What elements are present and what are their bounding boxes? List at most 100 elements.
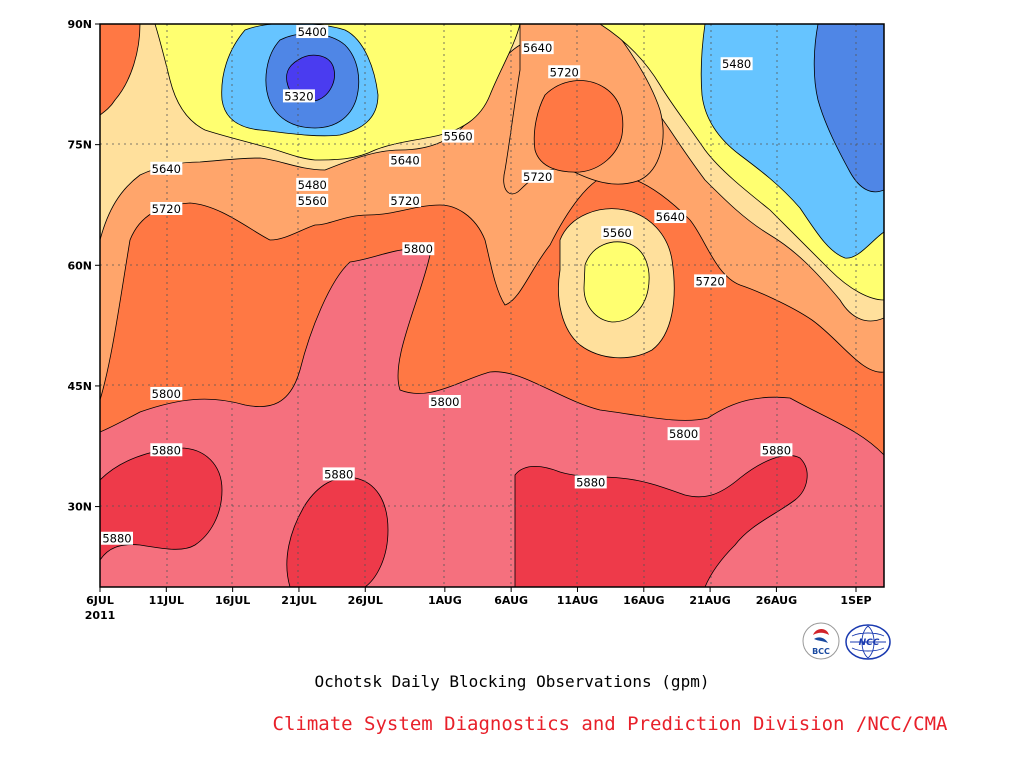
contour-label: 5640 [389,153,422,168]
contour-label: 5560 [601,226,634,240]
contour-label-text: 5880 [762,443,791,457]
contour-label-text: 5560 [443,130,472,144]
contour-label-bg [667,427,700,441]
contour-label-bg [101,531,133,545]
x-tick-label: 21JUL [281,594,316,607]
contour-label-bg [150,161,183,175]
contour-label-bg [521,41,554,55]
contour-label: 5800 [428,395,461,409]
contour-label-bg [428,395,461,409]
contour-label-bg [574,475,607,489]
contour-label: 5880 [760,443,793,457]
y-tick-label: 45N [67,380,92,393]
contour-label-text: 5720 [695,274,724,288]
credit-text: Climate System Diagnostics and Predictio… [272,713,948,735]
chart-title: Ochotsk Daily Blocking Observations (gpm… [314,672,710,691]
contour-label-text: 5720 [550,65,579,79]
fill-5320-5400-right [813,24,884,193]
contour-label: 5880 [574,475,607,489]
x-axis: 6JUL 11JUL 16JUL 21JUL 26JUL 1AUG 6AUG 11AUG 16A… [86,587,872,607]
contour-label: 5640 [150,161,183,176]
contour-label-text: 5560 [298,194,327,208]
fill-above-5880-b [286,477,389,587]
contour-label: 5880 [150,443,183,457]
x-tick-label: 21AUG [689,594,730,607]
y-axis: 90N 75N 60N 45N 30N [67,18,100,514]
x-tick-label: 26JUL [348,594,383,607]
contour-label: 5640 [654,210,687,224]
x-year-label: 2011 [85,609,116,622]
contour-label-bg [282,89,315,103]
contour-label-text: 5800 [430,395,459,409]
contour-label-text: 5880 [324,467,353,481]
contour-label-bg [296,25,329,39]
grid [100,24,884,587]
x-tick-label: 6JUL [86,594,114,607]
contour-label: 5480 [296,177,329,192]
contour-label: 5800 [402,242,435,256]
fill-5720-5800-island [533,80,624,173]
contour-label-bg [654,210,687,224]
x-tick-label: 16JUL [215,594,250,607]
contour-label-text: 5640 [152,162,181,176]
contour-label-text: 5880 [152,443,181,457]
contour-label-bg [150,443,183,457]
fill-5720-corner [100,24,141,116]
contour-label-bg [442,129,475,143]
contour-label-bg [548,65,581,79]
contour-label-bg [760,443,793,457]
contour-label-text: 5480 [722,57,751,71]
contour-label-text: 5400 [298,25,327,39]
contour-label-bg [601,226,634,240]
contour-label-text: 5640 [390,154,419,168]
contour-label: 5880 [322,467,355,481]
contour-label: 5720 [150,201,183,216]
contour-label-text: 5880 [102,532,131,546]
contour-label: 5320 [282,89,315,103]
fill-5480-5560-island [583,241,650,323]
contour-label-text: 5560 [603,226,632,240]
contour-labels: 5400 5320 5480 5560 5640 5720 5640 5720 5560 5800… [101,25,793,546]
contour-label-bg [322,467,355,481]
y-tick-label: 60N [67,259,92,272]
contour-label: 5560 [442,129,475,144]
contour-label-bg [296,177,329,191]
contour-label-text: 5640 [656,210,685,224]
contour-label-bg [296,193,329,207]
contour-label: 5480 [720,57,753,71]
y-tick-label: 30N [67,501,92,514]
x-tick-label: 11AUG [557,594,598,607]
contour-label: 5720 [521,169,554,184]
contour-label: 5800 [150,386,183,401]
contour-label: 5720 [389,193,422,208]
contour-label-text: 5800 [152,387,181,401]
plot-frame [99,23,885,588]
contour-label: 5560 [296,193,329,208]
contour-label-text: 5720 [390,194,419,208]
contour-label: 5720 [548,65,581,79]
contour-label-bg [150,386,183,400]
contour-label-bg [521,169,554,183]
contour-label: 5640 [521,41,554,55]
y-tick-label: 75N [67,139,92,152]
svg-text:NCC: NCC [859,638,880,648]
contour-label: 5720 [694,274,727,288]
contour-label: 5400 [296,25,329,39]
contour-label-bg [389,193,422,207]
contour-label: 5880 [101,531,133,546]
contour-label-text: 5720 [523,170,552,184]
contour-label-text: 5800 [404,242,433,256]
bcc-logo: BCC [802,622,840,660]
x-tick-label: 11JUL [149,594,184,607]
contour-label-text: 5720 [152,202,181,216]
ncc-logo: NCC [845,624,891,660]
contour-label-text: 5480 [298,178,327,192]
svg-text:BCC: BCC [812,647,830,656]
contour-label-bg [694,274,727,288]
contour-label-bg [720,57,753,71]
contour-label-bg [402,242,435,256]
y-tick-label: 90N [67,18,92,31]
contour-label-text: 5880 [576,475,605,489]
x-tick-label: 1AUG [428,594,462,607]
